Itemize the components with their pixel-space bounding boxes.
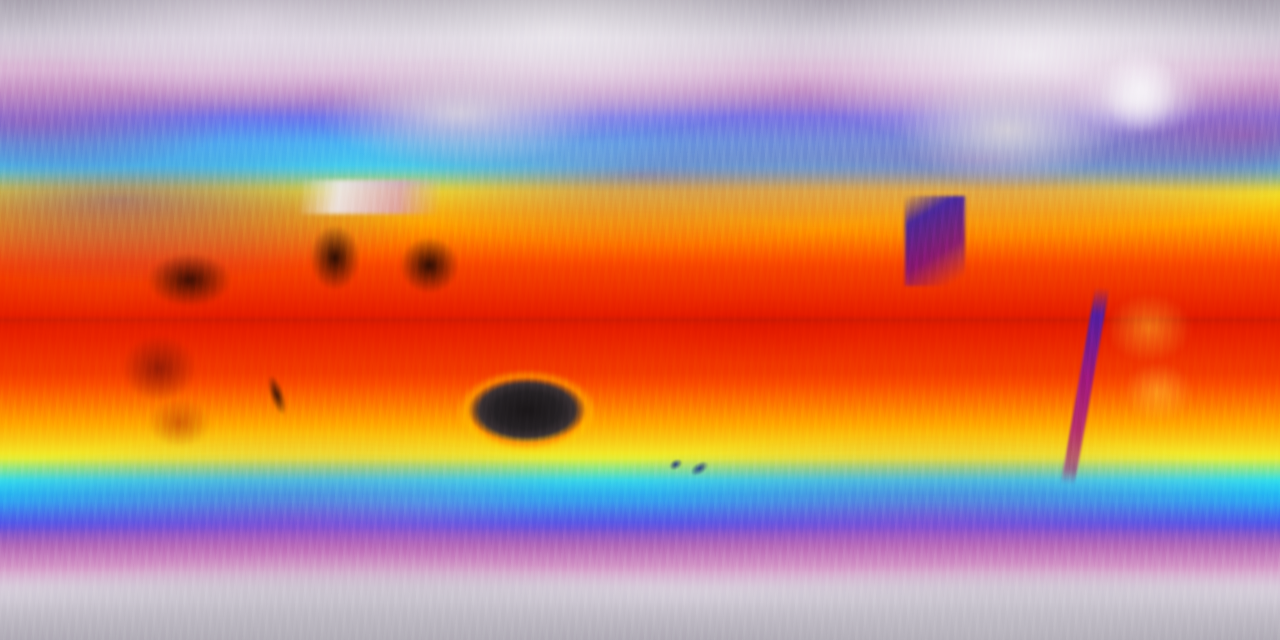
landmass-rocky-mountains: [905, 196, 965, 286]
landmass-southeast-asia: [388, 226, 474, 308]
south-polar-ice-cap: [0, 494, 1280, 640]
landmass-africa: [92, 238, 260, 448]
landmass-greenland: [1080, 30, 1200, 150]
landmass-siberia: [250, 30, 670, 190]
landmass-himalaya: [300, 180, 440, 214]
landmass-india: [300, 210, 376, 302]
